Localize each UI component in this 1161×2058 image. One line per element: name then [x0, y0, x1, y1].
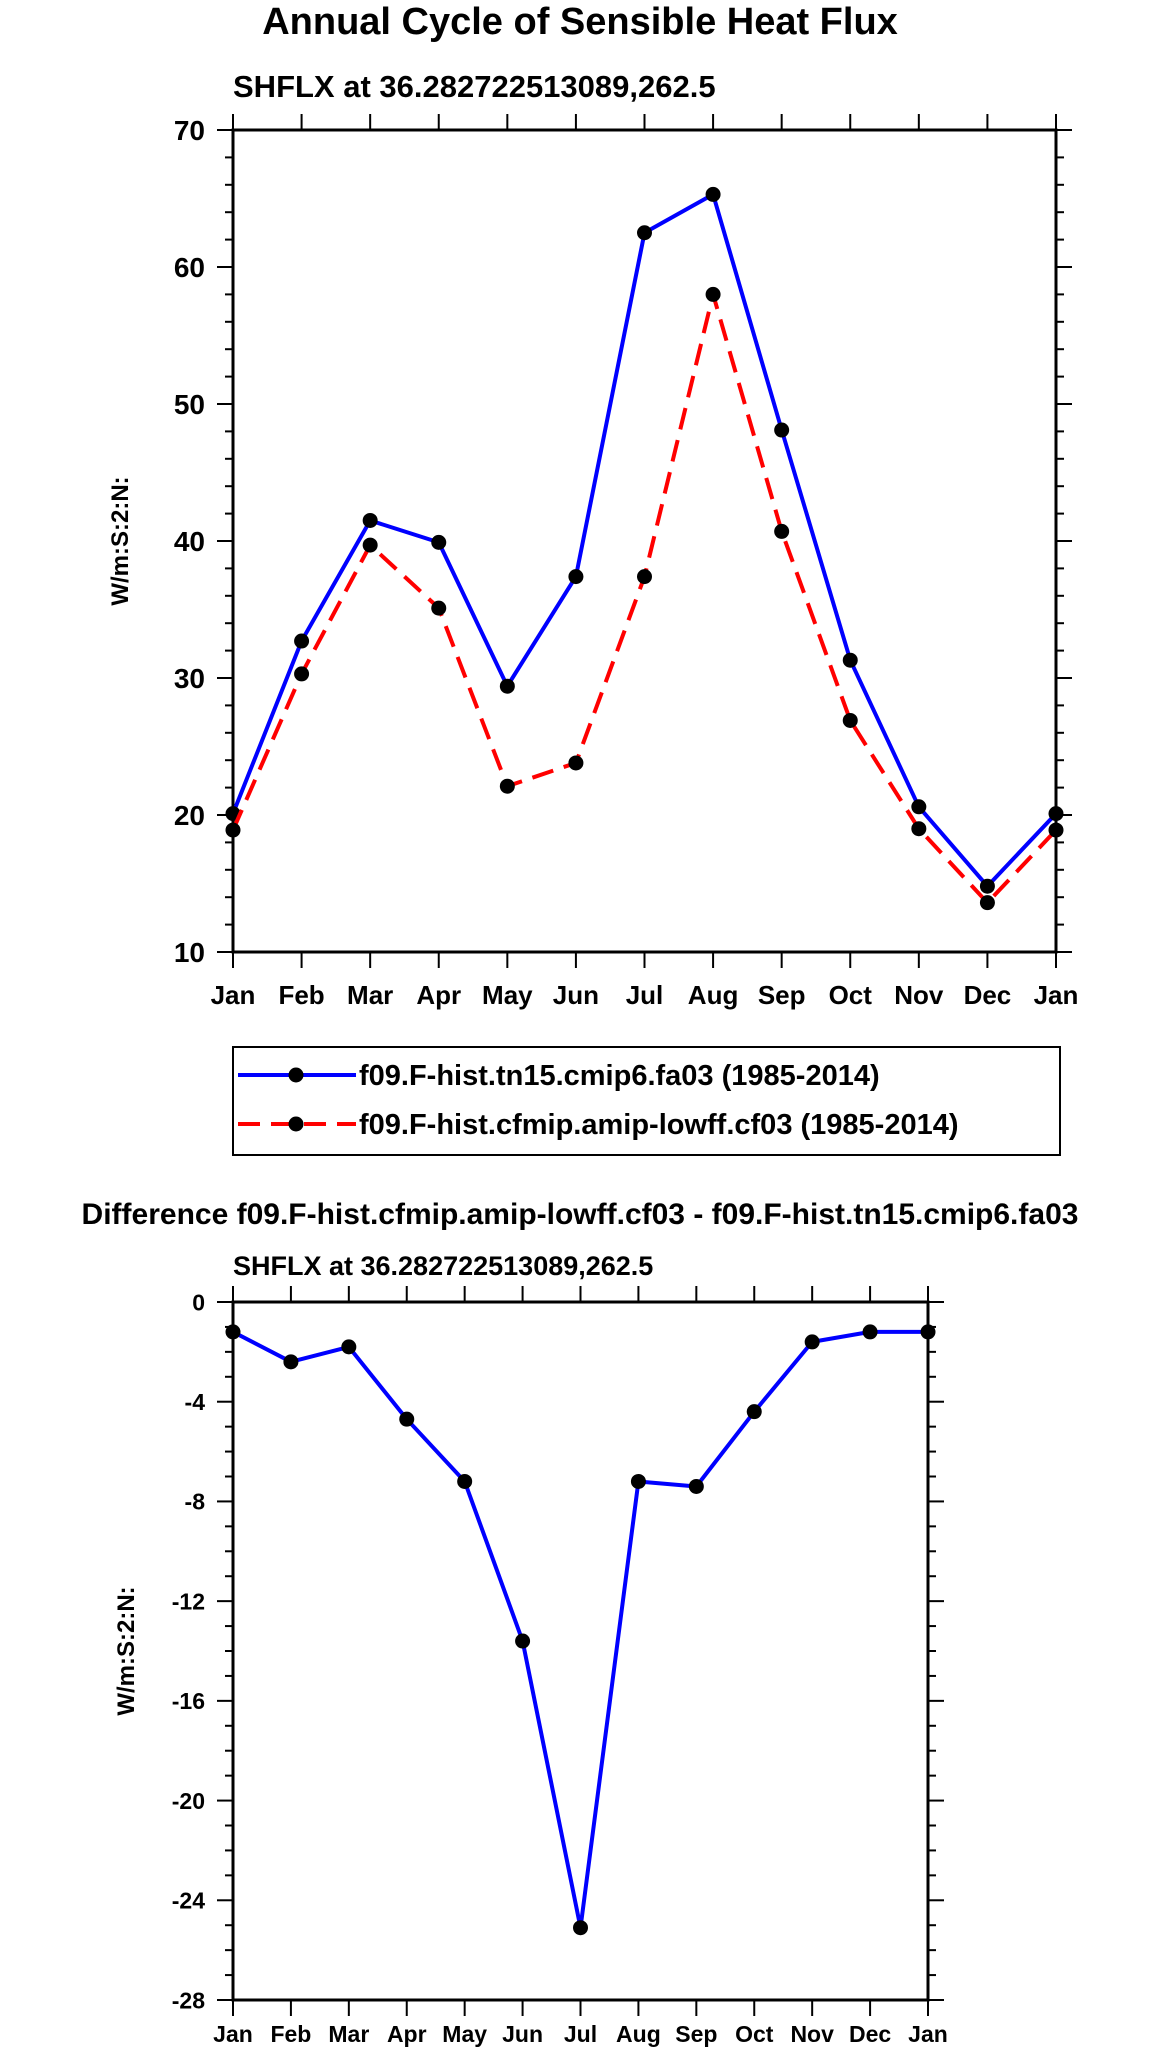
- chart1-series-1-point: [1048, 806, 1064, 822]
- chart2-x-tick-label: Jan: [213, 2021, 253, 2047]
- chart1-series-2-point: [637, 569, 652, 585]
- chart1-series-2-point: [294, 666, 310, 682]
- chart2-y-tick-label: -12: [172, 1588, 205, 1614]
- chart2-y-axis-label: W/m:S:2:N:: [113, 1586, 140, 1715]
- chart1-series-2-point: [911, 821, 927, 837]
- chart2-series-1-point: [341, 1339, 357, 1355]
- chart1-series-1-point: [568, 569, 584, 585]
- chart2-x-tick-label: May: [442, 2021, 487, 2047]
- chart2-x-tick-label: Dec: [849, 2021, 891, 2047]
- chart1-x-tick-label: Aug: [688, 980, 739, 1010]
- chart1-series-2-point: [774, 523, 790, 539]
- chart2-series-1-point: [862, 1324, 878, 1340]
- chart2-plot: 0 -4 -8 -12 -16 -20 -24 -28 Jan Feb Mar Apr May Jun Ju…: [113, 1286, 948, 2047]
- chart2-series-1-point: [225, 1324, 241, 1340]
- chart1-x-tick-label: Jan: [211, 980, 256, 1010]
- chart2-x-tick-label: Jun: [502, 2021, 543, 2047]
- chart1-series-1-point: [362, 512, 378, 528]
- chart1-x-tick-label: Oct: [829, 980, 873, 1010]
- chart2-plot-frame: [231, 1300, 930, 2002]
- chart2-y-tick-label: 0: [192, 1289, 205, 1315]
- chart1-y-tick-label: 20: [174, 800, 205, 831]
- chart1-x-tick-label: May: [482, 980, 533, 1010]
- chart1-y-tick-label: 50: [174, 389, 205, 420]
- chart2-series-1-point: [457, 1473, 473, 1489]
- chart1-x-tick-label: Sep: [758, 980, 806, 1010]
- chart1-x-tick-label: Feb: [278, 980, 324, 1010]
- legend-marker-series-1: [288, 1067, 304, 1083]
- chart2-x-tick-label: Sep: [675, 2021, 717, 2047]
- chart1-series-line-2: [231, 292, 1058, 905]
- chart2-series-1-point: [920, 1324, 936, 1340]
- chart2-x-tick-label: Mar: [328, 2021, 369, 2047]
- chart1-y-tick-label: 70: [174, 115, 205, 146]
- chart1-plot: 10 20 30 40 50 60 70 Jan Feb Mar Apr May Jun Jul Aug Se…: [107, 114, 1078, 1010]
- chart1-series-2-point: [705, 286, 721, 302]
- chart2-x-tick-label: Apr: [387, 2021, 427, 2047]
- chart2-series-1-point: [283, 1354, 299, 1370]
- chart2-series-1-point: [746, 1404, 762, 1420]
- chart1-series-1-point: [705, 186, 721, 202]
- chart2-series-line-1: [232, 1329, 928, 1930]
- chart1-series-line-1: [231, 192, 1058, 889]
- chart1-title: Annual Cycle of Sensible Heat Flux: [262, 1, 898, 43]
- chart1-series-2-point: [225, 822, 241, 838]
- chart2-y-tick-label: -20: [172, 1788, 205, 1814]
- chart1-x-tick-label: Jul: [626, 980, 664, 1010]
- chart2-subtitle: SHFLX at 36.282722513089,262.5: [233, 1251, 653, 1281]
- legend-box: [232, 1046, 1061, 1156]
- chart1-y-tick-label: 40: [174, 526, 205, 557]
- chart1-subtitle: SHFLX at 36.282722513089,262.5: [233, 69, 716, 104]
- chart1-y-tick-label: 10: [174, 937, 205, 968]
- chart1-series-2-point: [1048, 822, 1064, 838]
- legend-label-series-1: f09.F-hist.tn15.cmip6.fa03 (1985-2014): [359, 1060, 880, 1092]
- chart1-legend: f09.F-hist.tn15.cmip6.fa03 (1985-2014) f…: [232, 1046, 1061, 1156]
- chart1-series-1-point: [637, 225, 652, 241]
- chart1-series-1-point: [294, 633, 310, 649]
- chart1-x-tick-label: Dec: [964, 980, 1012, 1010]
- chart2-series-1-point: [804, 1334, 820, 1350]
- legend-label-series-2: f09.F-hist.cfmip.amip-lowff.cf03 (1985-2…: [359, 1109, 959, 1141]
- chart1-series-1-point: [842, 652, 858, 668]
- chart2-series-1-point: [630, 1473, 646, 1489]
- chart1-x-tick-label: Mar: [347, 980, 393, 1010]
- legend-marker-series-2: [288, 1116, 304, 1132]
- chart2-y-tick-label: -8: [185, 1489, 206, 1515]
- chart1-x-tick-label: Jan: [1034, 980, 1079, 1010]
- chart1-series-2-point: [979, 895, 995, 911]
- chart1-series-1-point: [431, 534, 447, 550]
- chart2-x-tick-label: Aug: [616, 2021, 661, 2047]
- chart1-series-1-point: [499, 678, 515, 694]
- chart1-plot-frame: [231, 128, 1058, 954]
- chart2-y-tick-label: -24: [172, 1888, 205, 1914]
- chart2-x-tick-label: Feb: [270, 2021, 311, 2047]
- chart1-series-1-point: [979, 878, 995, 894]
- chart1-series-2-point: [431, 600, 447, 616]
- chart2-title: Difference f09.F-hist.cfmip.amip-lowff.c…: [82, 1198, 1079, 1231]
- chart1-series-2-point: [842, 712, 858, 728]
- chart2-series-1-point: [515, 1633, 531, 1649]
- chart1-series-2-point: [568, 755, 584, 771]
- chart2-series-1-point: [573, 1920, 588, 1936]
- chart1-x-tick-label: Jun: [553, 980, 599, 1010]
- chart2-y-tick-label: -16: [172, 1688, 205, 1714]
- chart1-x-tick-label: Nov: [894, 980, 944, 1010]
- chart2-series-1-point: [688, 1478, 704, 1494]
- chart1-series-2-point: [499, 778, 515, 794]
- chart1-series-1-point: [774, 422, 790, 438]
- chart1-x-tick-label: Apr: [416, 980, 461, 1010]
- chart1-y-axis-label: W/m:S:2:N:: [107, 476, 134, 605]
- chart1-series-1-point: [911, 799, 927, 815]
- chart2-y-tick-label: -28: [172, 1987, 205, 2013]
- chart1-y-tick-label: 30: [174, 663, 205, 694]
- chart2-y-tick-label: -4: [185, 1389, 206, 1415]
- chart1-y-tick-label: 60: [174, 252, 205, 283]
- chart2-x-tick-label: Oct: [735, 2021, 774, 2047]
- chart1-series-2-point: [362, 537, 378, 553]
- chart2-series-1-point: [399, 1411, 415, 1427]
- chart2-x-tick-label: Jul: [564, 2021, 597, 2047]
- chart2-x-tick-label: Jan: [908, 2021, 948, 2047]
- chart2-x-tick-label: Nov: [790, 2021, 834, 2047]
